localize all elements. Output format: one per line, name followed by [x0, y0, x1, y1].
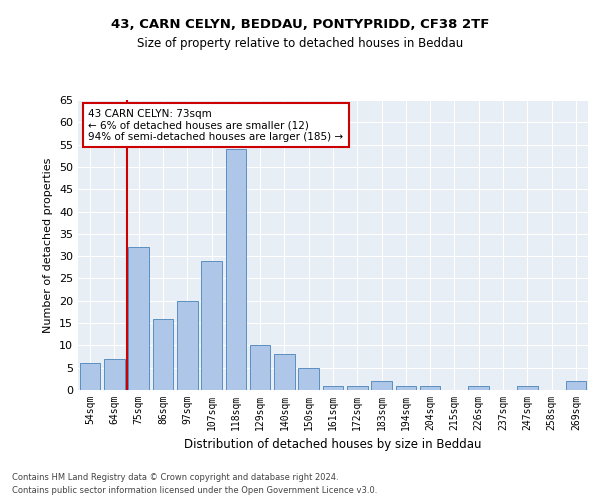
Text: 43 CARN CELYN: 73sqm
← 6% of detached houses are smaller (12)
94% of semi-detach: 43 CARN CELYN: 73sqm ← 6% of detached ho… — [88, 108, 343, 142]
Bar — [104, 359, 125, 390]
X-axis label: Distribution of detached houses by size in Beddau: Distribution of detached houses by size … — [184, 438, 482, 452]
Bar — [469, 386, 489, 390]
Bar — [201, 260, 222, 390]
Bar — [274, 354, 295, 390]
Bar — [250, 346, 271, 390]
Bar — [298, 368, 319, 390]
Text: Contains public sector information licensed under the Open Government Licence v3: Contains public sector information licen… — [12, 486, 377, 495]
Y-axis label: Number of detached properties: Number of detached properties — [43, 158, 53, 332]
Bar — [395, 386, 416, 390]
Bar — [371, 381, 392, 390]
Text: Size of property relative to detached houses in Beddau: Size of property relative to detached ho… — [137, 38, 463, 51]
Bar — [347, 386, 368, 390]
Text: Contains HM Land Registry data © Crown copyright and database right 2024.: Contains HM Land Registry data © Crown c… — [12, 474, 338, 482]
Bar — [566, 381, 586, 390]
Bar — [323, 386, 343, 390]
Bar — [226, 149, 246, 390]
Bar — [177, 301, 197, 390]
Bar — [80, 363, 100, 390]
Bar — [152, 318, 173, 390]
Bar — [420, 386, 440, 390]
Bar — [128, 247, 149, 390]
Bar — [517, 386, 538, 390]
Text: 43, CARN CELYN, BEDDAU, PONTYPRIDD, CF38 2TF: 43, CARN CELYN, BEDDAU, PONTYPRIDD, CF38… — [111, 18, 489, 30]
